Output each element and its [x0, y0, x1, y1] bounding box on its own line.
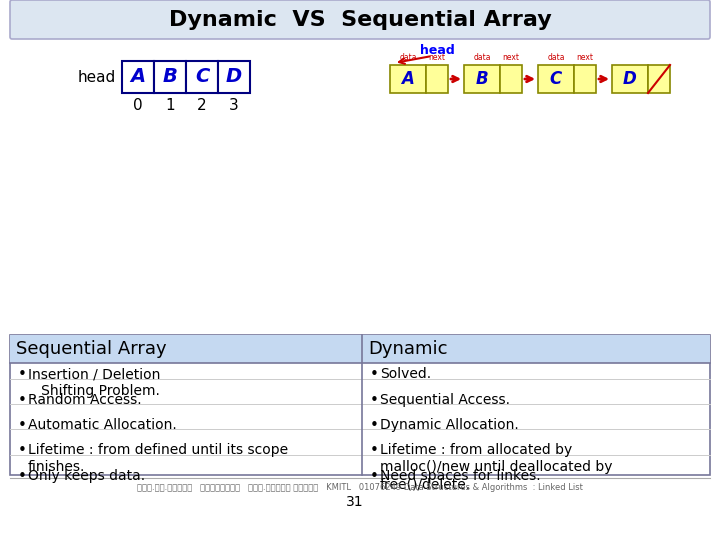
Text: 0: 0	[133, 98, 143, 113]
Text: Solved.: Solved.	[380, 367, 431, 381]
Bar	[10, 335, 710, 475]
Text: data: data	[400, 53, 417, 62]
Text: Random Access.: Random Access.	[28, 393, 142, 407]
Text: C: C	[195, 68, 209, 86]
Text: Lifetime : from allocated by
malloc()/new until deallocated by
free()/delete.: Lifetime : from allocated by malloc()/ne…	[380, 443, 613, 491]
Text: รศด.ดร.บุญธร   เดือนตาว   รศด.กุลธน ศิพรณ   KMITL   01076249 Data Structures & A: รศด.ดร.บุญธร เดือนตาว รศด.กุลธน ศิพรณ KM…	[137, 483, 583, 492]
Bar	[10, 335, 362, 363]
Text: A: A	[402, 70, 415, 88]
Text: Dynamic: Dynamic	[368, 340, 448, 358]
Text: D: D	[623, 70, 637, 88]
Text: •: •	[18, 443, 27, 458]
Text: Only keeps data.: Only keeps data.	[28, 469, 145, 483]
Text: head: head	[78, 70, 116, 84]
Text: Automatic Allocation.: Automatic Allocation.	[28, 418, 176, 432]
Text: C: C	[550, 70, 562, 88]
Text: 2: 2	[197, 98, 207, 113]
Text: •: •	[18, 367, 27, 382]
Text: •: •	[18, 418, 27, 433]
Text: 1: 1	[165, 98, 175, 113]
Text: Lifetime : from defined until its scope
finishes.: Lifetime : from defined until its scope …	[28, 443, 288, 474]
Bar	[612, 65, 648, 93]
Bar	[648, 65, 670, 93]
Text: next: next	[577, 53, 593, 62]
Text: B: B	[163, 68, 177, 86]
Text: 31: 31	[346, 495, 364, 509]
Text: •: •	[370, 393, 379, 408]
Text: head: head	[420, 44, 455, 57]
Text: •: •	[18, 469, 27, 484]
Text: •: •	[370, 418, 379, 433]
Bar	[154, 61, 186, 93]
Text: •: •	[370, 443, 379, 458]
Text: data: data	[547, 53, 564, 62]
FancyBboxPatch shape	[10, 0, 710, 39]
Text: 3: 3	[229, 98, 239, 113]
Text: •: •	[370, 469, 379, 484]
Text: data: data	[473, 53, 491, 62]
Bar	[362, 335, 710, 363]
Bar	[390, 65, 426, 93]
Bar	[574, 65, 596, 93]
Bar	[464, 65, 500, 93]
Text: Sequential Array: Sequential Array	[16, 340, 166, 358]
Text: next: next	[428, 53, 446, 62]
Text: Need spaces for linkes.: Need spaces for linkes.	[380, 469, 541, 483]
Text: A: A	[130, 68, 145, 86]
Text: Sequential Access.: Sequential Access.	[380, 393, 510, 407]
Text: D: D	[226, 68, 242, 86]
Bar	[500, 65, 522, 93]
Bar	[218, 61, 250, 93]
Text: Insertion / Deletion
   Shifting Problem.: Insertion / Deletion Shifting Problem.	[28, 367, 161, 399]
Bar	[186, 61, 218, 93]
Bar	[538, 65, 574, 93]
Text: B: B	[476, 70, 488, 88]
Bar	[426, 65, 448, 93]
Text: Dynamic  VS  Sequential Array: Dynamic VS Sequential Array	[168, 10, 552, 30]
Text: •: •	[370, 367, 379, 382]
Text: •: •	[18, 393, 27, 408]
Text: Dynamic Allocation.: Dynamic Allocation.	[380, 418, 518, 432]
Text: next: next	[503, 53, 520, 62]
Bar	[122, 61, 154, 93]
